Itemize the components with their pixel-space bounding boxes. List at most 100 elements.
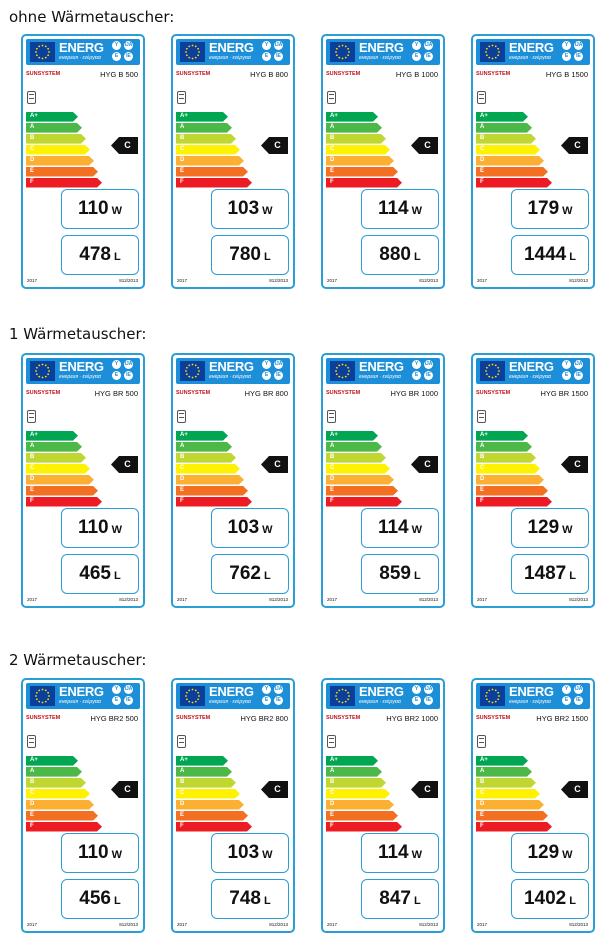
model-name: HYG BR2 1500 — [536, 714, 588, 723]
heat-loss-value: 114 — [377, 198, 409, 219]
eu-flag-icon — [30, 42, 55, 62]
language-badge: IE — [574, 52, 583, 61]
energ-title: ENERG — [59, 684, 104, 699]
scale-bar: B — [176, 778, 236, 788]
eu-flag-icon — [30, 361, 55, 381]
water-tank-icon — [327, 410, 336, 423]
watt-unit: W — [562, 849, 573, 861]
scale-bar: E — [326, 167, 398, 177]
language-badge: IJA — [574, 360, 583, 369]
language-badge: IJA — [124, 360, 133, 369]
volume-box: 1402 L — [511, 879, 589, 919]
language-badge: Y — [412, 41, 421, 50]
scale-bar: E — [176, 811, 248, 821]
scale-bar: D — [26, 156, 94, 166]
scale-bar: B — [26, 134, 86, 144]
scale-bar: B — [26, 778, 86, 788]
language-badge: E — [412, 52, 421, 61]
energ-title: ENERG — [509, 684, 554, 699]
model-name: HYG B 800 — [250, 70, 288, 79]
regulation-number: 812/2013 — [419, 597, 438, 602]
language-badge: E — [262, 696, 271, 705]
language-badge: Y — [262, 360, 271, 369]
brand-name: SUNSYSTEM — [326, 71, 361, 77]
scale-bar: A+ — [476, 756, 528, 766]
brand-name: SUNSYSTEM — [26, 715, 61, 721]
rating-indicator: C — [561, 137, 588, 154]
eu-flag-icon — [330, 42, 355, 62]
energy-label-header: ENERG енергия · ενέργεια Y IJA E IE — [326, 683, 440, 709]
scale-bar: F — [476, 822, 552, 832]
energy-label-header: ENERG енергия · ενέργεια Y IJA E IE — [476, 683, 590, 709]
scale-bar: A — [26, 767, 82, 777]
heat-loss-value: 103 — [227, 842, 260, 863]
volume-box: 1444 L — [511, 235, 589, 275]
label-year: 2017 — [27, 922, 38, 927]
brand-name: SUNSYSTEM — [326, 715, 361, 721]
energy-label-header: ENERG енергия · ενέργεια Y IJA E IE — [326, 39, 440, 65]
efficiency-scale: A+ A B C D E F — [326, 112, 402, 189]
watt-unit: W — [411, 524, 423, 536]
energ-title: ENERG — [359, 40, 404, 55]
heat-loss-value: 129 — [527, 842, 560, 863]
liter-unit: L — [413, 570, 421, 582]
energy-label-header: ENERG енергия · ενέργεια Y IJA E IE — [176, 358, 290, 384]
model-name: HYG BR 500 — [94, 389, 138, 398]
regulation-number: 812/2013 — [569, 597, 588, 602]
volume-box: 762 L — [211, 554, 289, 594]
label-year: 2017 — [327, 597, 338, 602]
language-badge: IE — [124, 696, 133, 705]
energy-label: ENERG енергия · ενέργεια Y IJA E IE SUNSYSTEM H… — [471, 34, 595, 289]
volume-value: 1402 — [523, 888, 567, 909]
heat-loss-value: 103 — [227, 517, 260, 538]
language-badge: IE — [274, 52, 283, 61]
language-badge: IE — [424, 696, 433, 705]
volume-value: 880 — [379, 244, 411, 265]
model-name: HYG B 500 — [100, 70, 138, 79]
scale-bar: F — [26, 178, 102, 188]
brand-name: SUNSYSTEM — [26, 390, 61, 396]
scale-bar: F — [476, 178, 552, 188]
scale-bar: A+ — [476, 112, 528, 122]
group-title: 2 Wärmetauscher: — [9, 651, 147, 669]
heat-loss-value: 114 — [377, 517, 409, 538]
liter-unit: L — [569, 895, 576, 907]
energy-label-header: ENERG енергия · ενέργεια Y IJA E IE — [176, 39, 290, 65]
scale-bar: A+ — [176, 112, 228, 122]
regulation-number: 812/2013 — [419, 922, 438, 927]
energ-subtitle: енергия · ενέργεια — [509, 55, 551, 61]
language-badge: IJA — [274, 360, 283, 369]
energ-subtitle: енергия · ενέργεια — [209, 55, 251, 61]
scale-bar: A — [326, 767, 382, 777]
language-badge: Y — [562, 360, 571, 369]
rating-indicator: C — [411, 456, 438, 473]
energ-title: ENERG — [509, 359, 554, 374]
watt-unit: W — [262, 849, 273, 861]
model-name: HYG BR 800 — [244, 389, 288, 398]
scale-bar: D — [176, 156, 244, 166]
scale-bar: C — [326, 145, 390, 155]
brand-name: SUNSYSTEM — [476, 390, 511, 396]
language-badge: IJA — [274, 685, 283, 694]
scale-bar: F — [326, 178, 402, 188]
rating-indicator: C — [111, 456, 138, 473]
liter-unit: L — [569, 570, 576, 582]
rating-indicator: C — [561, 456, 588, 473]
scale-bar: A+ — [26, 431, 78, 441]
volume-box: 880 L — [361, 235, 439, 275]
energy-label: ENERG енергия · ενέργεια Y IJA E IE SUNSYSTEM H… — [21, 678, 145, 933]
language-badge: Y — [262, 41, 271, 50]
scale-bar: A — [176, 442, 232, 452]
eu-flag-icon — [480, 686, 505, 706]
scale-bar: A+ — [26, 112, 78, 122]
heat-loss-value: 103 — [227, 198, 260, 219]
scale-bar: A+ — [326, 431, 378, 441]
scale-bar: C — [476, 145, 540, 155]
regulation-number: 812/2013 — [569, 278, 588, 283]
watt-unit: W — [262, 524, 273, 536]
liter-unit: L — [569, 251, 576, 263]
energy-label-header: ENERG енергия · ενέργεια Y IJA E IE — [176, 683, 290, 709]
liter-unit: L — [413, 251, 421, 263]
volume-box: 1487 L — [511, 554, 589, 594]
label-year: 2017 — [477, 597, 488, 602]
